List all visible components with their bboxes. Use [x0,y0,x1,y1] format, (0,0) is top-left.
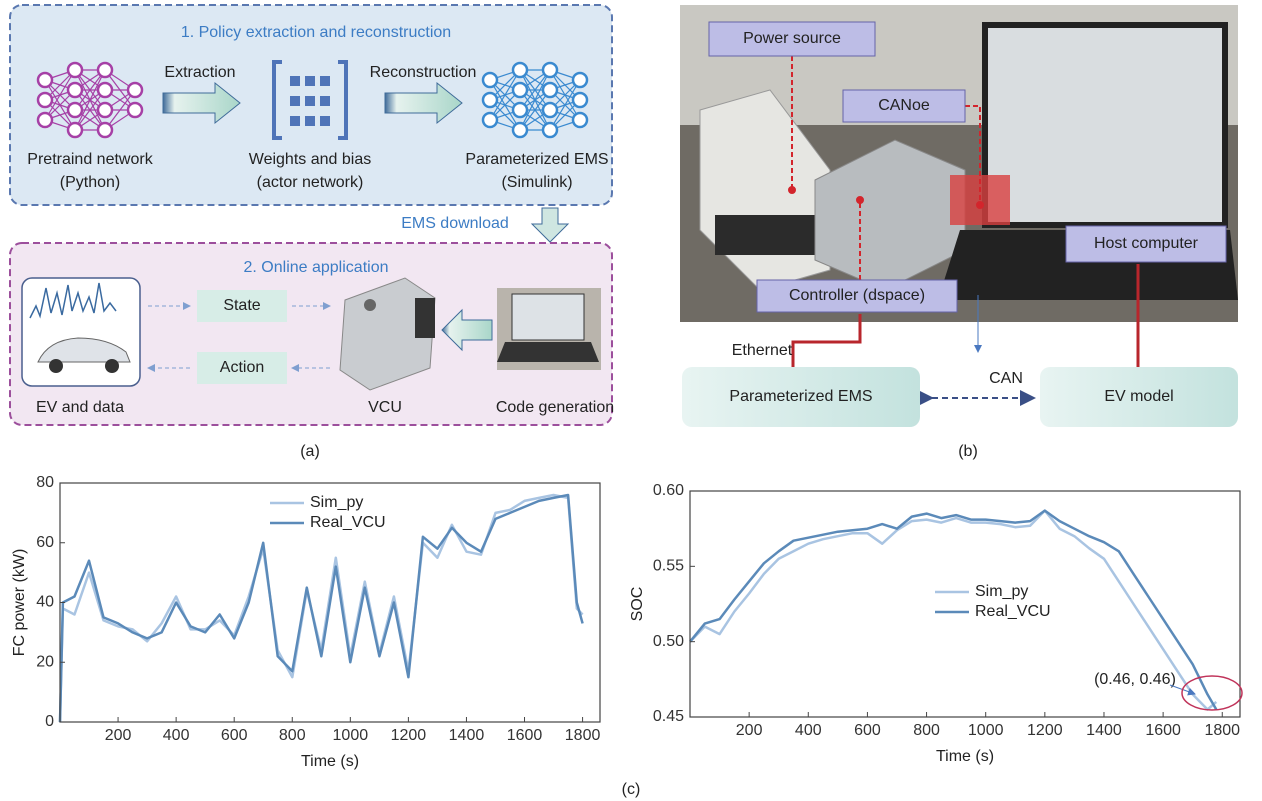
net-node [513,83,527,97]
x-axis-label: Time (s) [301,753,359,770]
net-node [98,83,112,97]
net-node [68,83,82,97]
y-axis-label: FC power (kW) [11,549,28,657]
x-tick-label: 1200 [1027,722,1063,739]
net-node [573,73,587,87]
net-node [543,123,557,137]
net-node [38,73,52,87]
net-node [98,63,112,77]
net-node [573,93,587,107]
icon-label: Pretraind network [27,151,153,168]
net-node [68,103,82,117]
net-node [68,63,82,77]
icon-label: Parameterized EMS [465,151,608,168]
icon-label: Weights and bias [249,151,371,168]
box-label: EV model [1104,388,1173,405]
x-tick-label: 1800 [565,727,601,744]
figure: 1. Policy extraction and reconstruction … [0,0,1262,801]
state-label: State [223,297,260,314]
net-node [483,113,497,127]
ev-data-icon [22,278,140,386]
icon-label: (Python) [60,174,120,191]
net-node [483,73,497,87]
annotation: (0.46, 0.46) [1094,671,1176,688]
box-label: Parameterized EMS [729,388,872,405]
link-label: Ethernet [732,342,793,359]
callout-label: Host computer [1094,235,1199,252]
icon-label: (Simulink) [501,174,572,191]
x-tick-label: 200 [736,722,763,739]
net-node [483,93,497,107]
net-node [38,93,52,107]
y-tick-label: 40 [36,594,54,611]
arrow-label: Extraction [164,64,235,81]
legend-label: Sim_py [310,494,363,511]
net-node [513,103,527,117]
x-tick-label: 1600 [507,727,543,744]
laptop-photo [497,288,601,370]
net-node [98,103,112,117]
legend-label: Real_VCU [310,514,386,531]
y-tick-label: 20 [36,653,54,670]
net-node [543,103,557,117]
y-tick-label: 0 [45,713,54,730]
panel-label: (a) [300,443,320,460]
x-tick-label: 1000 [968,722,1004,739]
panel-label: (b) [958,443,978,460]
x-tick-label: 1400 [1086,722,1122,739]
y-tick-label: 0.55 [653,558,684,575]
net-node [128,103,142,117]
x-tick-label: 400 [795,722,822,739]
callout-label: CANoe [878,97,930,114]
x-tick-label: 1600 [1145,722,1181,739]
x-tick-label: 1200 [391,727,427,744]
icon-label: (actor network) [257,174,364,191]
x-tick-label: 800 [279,727,306,744]
y-tick-label: 0.50 [653,633,684,650]
x-tick-label: 1400 [449,727,485,744]
icon-label: Code generation [496,399,614,416]
y-tick-label: 0.60 [653,482,684,499]
panel-c: 200 400 600 800 1000 1200 1400 1600 1800 0 20 40 60 8… [11,474,1242,770]
legend-label: Real_VCU [975,603,1051,620]
net-node [513,63,527,77]
down-arrow [532,208,568,242]
icon-label: VCU [368,399,402,416]
net-node [543,83,557,97]
link-label: CAN [989,370,1023,387]
icon-label: EV and data [36,399,124,416]
net-node [98,123,112,137]
net-node [573,113,587,127]
panel-b: Power source CANoe Host computer Control… [680,5,1238,460]
panel-label: (c) [622,781,641,798]
panel-a: 1. Policy extraction and reconstruction … [10,5,614,460]
x-tick-label: 1800 [1204,722,1240,739]
legend-label: Sim_py [975,583,1028,600]
x-tick-label: 600 [221,727,248,744]
callout-label: Power source [743,30,841,47]
x-tick-label: 800 [913,722,940,739]
y-tick-label: 0.45 [653,708,684,725]
x-tick-label: 1000 [333,727,369,744]
net-node [38,113,52,127]
net-node [513,123,527,137]
action-label: Action [220,359,264,376]
x-tick-label: 600 [854,722,881,739]
download-label: EMS download [401,215,509,232]
net-node [128,83,142,97]
x-tick-label: 400 [163,727,190,744]
section-title: 1. Policy extraction and reconstruction [181,24,451,41]
y-tick-label: 60 [36,534,54,551]
y-axis-label: SOC [629,587,646,622]
x-tick-label: 200 [105,727,132,744]
net-node [68,123,82,137]
y-tick-label: 80 [36,474,54,491]
callout-label: Controller (dspace) [789,287,925,304]
x-axis-label: Time (s) [936,748,994,765]
net-node [543,63,557,77]
arrow-label: Reconstruction [370,64,477,81]
section-title: 2. Online application [244,259,389,276]
